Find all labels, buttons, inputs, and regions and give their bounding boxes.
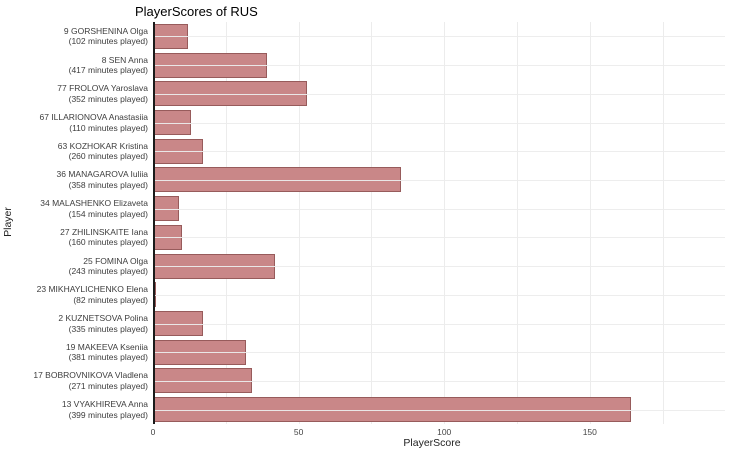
player-name: 17 BOBROVNIKOVA Vladlena xyxy=(33,370,148,381)
category-label: 13 VYAKHIREVA Anna (399 minutes played) xyxy=(62,399,148,420)
player-name: 13 VYAKHIREVA Anna xyxy=(61,399,148,410)
zero-line xyxy=(153,22,155,424)
x-tick-label: 0 xyxy=(150,427,156,437)
category-label: 17 BOBROVNIKOVA Vladlena (271 minutes pla… xyxy=(33,370,148,391)
x-tick-label: 100 xyxy=(437,427,452,437)
player-name: 19 MAKEEVA Kseniia xyxy=(65,341,148,352)
minutes-played-label: (399 minutes played) xyxy=(68,409,148,420)
minutes-played-label: (417 minutes played) xyxy=(68,65,148,76)
y-gridline xyxy=(153,36,725,38)
player-name: 63 KOZHOKAR Kristina xyxy=(57,140,148,151)
minutes-played-label: (335 minutes played) xyxy=(68,323,148,334)
player-name: 9 GORSHENINA Olga xyxy=(63,25,148,36)
category-label: 63 KOZHOKAR Kristina (260 minutes played) xyxy=(58,141,148,162)
x-gridline xyxy=(662,22,664,424)
player-name: 8 SEN Anna xyxy=(101,54,148,65)
y-gridline xyxy=(153,237,725,239)
player-name: 27 ZHILINSKAITE Iana xyxy=(60,226,148,237)
minutes-played-label: (271 minutes played) xyxy=(68,380,148,391)
category-label: 23 MIKHAYLICHENKO Elena (82 minutes playe… xyxy=(37,284,148,305)
minutes-played-label: (260 minutes played) xyxy=(68,151,148,162)
player-name: 2 KUZNETSOVA Polina xyxy=(58,313,148,323)
player-name: 67 ILLARIONOVA Anastasiia xyxy=(39,112,148,122)
category-label: 27 ZHILINSKAITE Iana (160 minutes played) xyxy=(60,227,148,248)
minutes-played-label: (243 minutes played) xyxy=(68,266,148,277)
y-gridline xyxy=(153,93,725,95)
y-gridline xyxy=(153,65,725,67)
category-label: 77 FROLOVA Yaroslava (352 minutes played) xyxy=(57,83,148,104)
y-gridline xyxy=(153,294,725,296)
player-name: 36 MANAGAROVA Iuliia xyxy=(56,169,149,180)
y-gridline xyxy=(153,380,725,382)
category-label: 67 ILLARIONOVA Anastasiia (110 minutes pl… xyxy=(39,112,148,133)
x-gridline xyxy=(589,22,591,424)
chart-title: PlayerScores of RUS xyxy=(135,4,258,19)
minutes-played-label: (381 minutes played) xyxy=(68,352,148,363)
minutes-played-label: (82 minutes played) xyxy=(73,294,148,305)
x-gridline xyxy=(444,22,446,424)
player-name: 34 MALASHENKO Elizaveta xyxy=(40,198,148,209)
y-gridline xyxy=(153,179,725,181)
x-gridline xyxy=(517,22,518,424)
y-gridline xyxy=(153,409,725,411)
minutes-played-label: (110 minutes played) xyxy=(69,122,148,133)
minutes-played-label: (160 minutes played) xyxy=(68,237,148,248)
category-label: 19 MAKEEVA Kseniia (381 minutes played) xyxy=(66,342,148,363)
minutes-played-label: (102 minutes played) xyxy=(68,36,148,47)
minutes-played-label: (358 minutes played) xyxy=(68,179,148,190)
player-name: 77 FROLOVA Yaroslava xyxy=(57,83,148,94)
player-name: 23 MIKHAYLICHENKO Elena xyxy=(36,284,148,295)
x-gridline xyxy=(371,22,373,424)
category-label: 34 MALASHENKO Elizaveta (154 minutes play… xyxy=(40,198,148,219)
x-tick-label: 150 xyxy=(582,427,597,437)
category-label: 25 FOMINA Olga (243 minutes played) xyxy=(69,256,148,277)
y-gridline xyxy=(153,122,725,124)
minutes-played-label: (154 minutes played) xyxy=(68,208,148,219)
y-gridline xyxy=(153,151,725,153)
y-gridline xyxy=(153,352,725,354)
category-label: 9 GORSHENINA Olga (102 minutes played) xyxy=(64,26,148,47)
category-label: 8 SEN Anna (417 minutes played) xyxy=(69,55,148,76)
y-gridline xyxy=(153,208,725,210)
y-gridline xyxy=(153,323,725,325)
x-gridline xyxy=(298,22,300,424)
x-tick-label: 50 xyxy=(293,427,304,437)
x-gridline xyxy=(225,22,227,424)
category-label: 2 KUZNETSOVA Polina (335 minutes played) xyxy=(58,313,148,334)
x-axis-title: PlayerScore xyxy=(403,437,461,449)
y-gridline xyxy=(153,266,725,268)
minutes-played-label: (352 minutes played) xyxy=(68,93,148,104)
category-label: 36 MANAGAROVA Iuliia (358 minutes played) xyxy=(57,169,149,190)
player-name: 25 FOMINA Olga xyxy=(83,255,148,266)
